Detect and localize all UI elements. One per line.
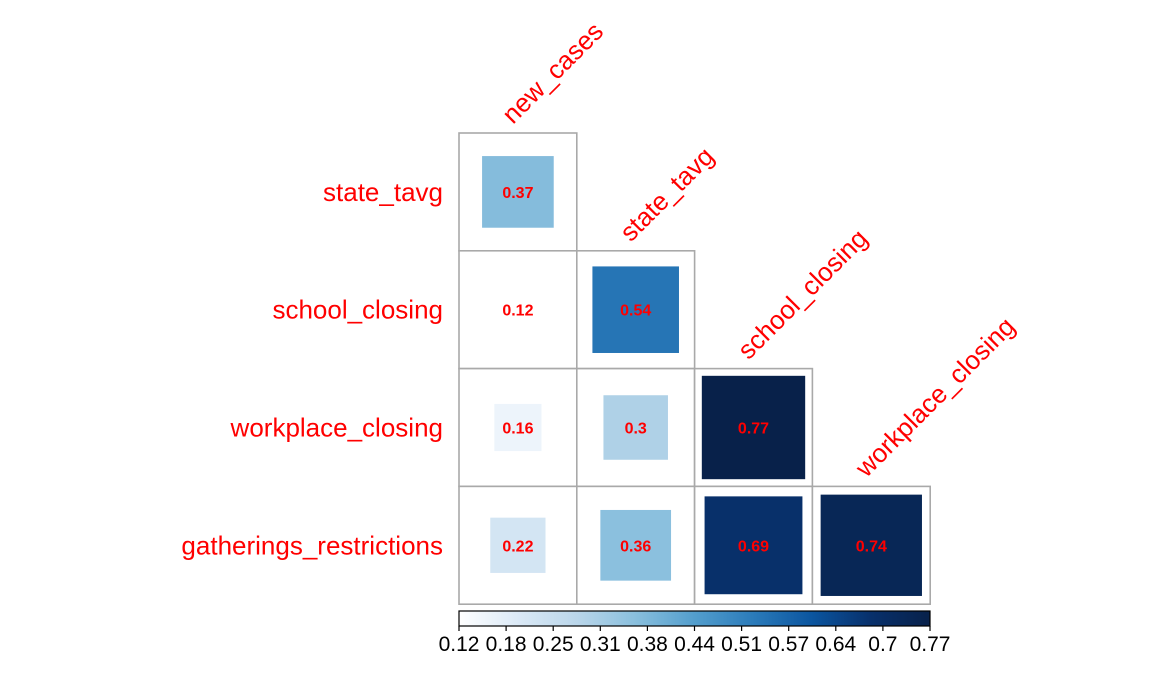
column-label: state_tavg <box>614 141 720 247</box>
correlation-square <box>704 496 803 595</box>
cell-value-label: 0.3 <box>625 421 647 438</box>
cell-value-label: 0.36 <box>620 538 651 555</box>
value-labels: 0.37 0.12 0.54 0.16 0.3 0.77 0.22 0.36 0.69 0.74 <box>502 185 887 555</box>
correlation-square <box>600 509 672 581</box>
grid-cell <box>575 485 696 605</box>
correlation-square <box>494 403 542 452</box>
colorbar-tick-label: 0.12 <box>439 633 480 656</box>
colorbar-tick-label: 0.38 <box>627 633 668 656</box>
cell-value-label: 0.37 <box>502 185 533 202</box>
colorbar-tick-label: 0.64 <box>815 633 856 656</box>
cell-value-label: 0.69 <box>738 538 769 555</box>
row-label: state_tavg <box>323 177 443 207</box>
correlation-square <box>497 289 539 331</box>
correlation-square <box>482 156 554 228</box>
column-label: new_cases <box>496 16 609 129</box>
colorbar-tick-label: 0.25 <box>533 633 574 656</box>
colorbar-tick-label: 0.77 <box>910 633 951 656</box>
cell-value-label: 0.77 <box>738 421 769 438</box>
correlation-square <box>701 375 806 480</box>
row-labels: state_tavg school_closing workplace_closin… <box>181 177 443 560</box>
correlation-square <box>490 517 546 573</box>
correlation-square <box>820 494 922 596</box>
colorbar-tick-label: 0.7 <box>868 633 897 656</box>
colorbar-tick-label: 0.31 <box>580 633 621 656</box>
cell-value-label: 0.12 <box>502 303 533 320</box>
column-label: school_closing <box>732 223 874 365</box>
colorbar-tick-label: 0.44 <box>674 633 715 656</box>
column-label: workplace_closing <box>849 311 1021 483</box>
correlation-squares <box>482 156 922 596</box>
correlation-square <box>603 395 668 460</box>
colorbar-gradient <box>458 610 931 627</box>
cell-value-label: 0.16 <box>502 421 533 438</box>
cell-value-label: 0.22 <box>502 538 533 555</box>
correlation-square <box>592 266 679 353</box>
row-label: workplace_closing <box>230 413 443 443</box>
colorbar-tick-label: 0.51 <box>721 633 762 656</box>
colorbar-tick-label: 0.18 <box>486 633 527 656</box>
row-label: gatherings_restrictions <box>181 530 443 560</box>
row-label: school_closing <box>272 295 443 325</box>
cell-value-label: 0.74 <box>856 538 887 555</box>
colorbar: 0.12 0.18 0.25 0.31 0.38 0.44 0.51 0.57 0.64 0.7 0… <box>439 610 951 656</box>
colorbar-tick-label: 0.57 <box>768 633 809 656</box>
cell-value-label: 0.54 <box>620 303 651 320</box>
